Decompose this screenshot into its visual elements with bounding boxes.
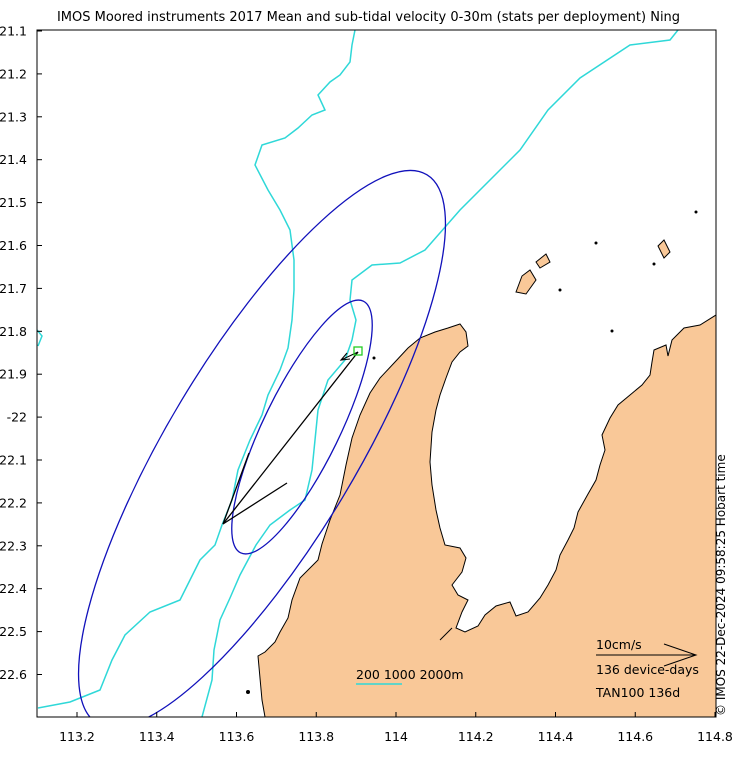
subtidal-velocity-arrow [339, 351, 359, 361]
y-tick-label: 22.1 [0, 453, 27, 468]
y-tick-label: 22.3 [0, 538, 27, 553]
device-days-label: 136 device-days [596, 662, 699, 677]
station-label: TAN100 136d [595, 685, 680, 700]
isobath-2000m [37, 329, 43, 347]
islet [246, 690, 250, 694]
variance-ellipse-outer [77, 169, 447, 717]
scale-arrow [596, 643, 698, 667]
y-tick-label: 21.2 [0, 66, 27, 81]
y-tick-label: 22.4 [0, 581, 27, 596]
islet [610, 329, 614, 333]
coast-line [439, 627, 453, 641]
mean-velocity-arrow [222, 351, 359, 525]
x-tick-label: 114.8 [697, 729, 733, 744]
x-tick-label: 114.4 [538, 729, 574, 744]
islet [694, 210, 698, 214]
x-tick-label: 113.4 [139, 729, 175, 744]
y-tick-label: 21.4 [0, 152, 27, 167]
x-tick-label: 113.6 [219, 729, 255, 744]
y-tick-label: 21.9 [0, 367, 27, 382]
islet [372, 356, 376, 360]
isobath-1000m [37, 30, 356, 709]
x-tick-label: 113.2 [59, 729, 95, 744]
y-tick-label: 21.6 [0, 238, 27, 253]
land-island-3 [657, 239, 671, 259]
isobath-legend-label: 200 1000 2000m [356, 667, 464, 682]
x-tick-label: 114.6 [617, 729, 653, 744]
isobath-200m [201, 30, 679, 717]
islet [558, 288, 562, 292]
y-tick-label: 21.3 [0, 109, 27, 124]
credit-timestamp: © IMOS 22-Dec-2024 09:58:25 Hobart time [714, 454, 728, 716]
x-tick-label: 114.2 [458, 729, 494, 744]
y-tick-label: 21.7 [0, 281, 27, 296]
y-tick-label: 22.2 [0, 495, 27, 510]
x-tick-label: 114 [384, 729, 408, 744]
mooring-station-marker[interactable] [353, 346, 363, 356]
plot-frame [36, 29, 717, 718]
y-tick-label: 22.5 [0, 624, 27, 639]
y-tick-label: -22 [7, 410, 27, 425]
y-tick-label: 21.8 [0, 324, 27, 339]
islet [652, 262, 656, 266]
scale-label: 10cm/s [596, 637, 642, 652]
y-tick-label: 21.5 [0, 195, 27, 210]
land-mainland [257, 314, 716, 717]
y-axis: 21.1 21.2 21.3 21.4 21.5 21.6 21.7 21.8 21.9 -22 2… [0, 24, 42, 682]
x-tick-label: 113.8 [298, 729, 334, 744]
y-tick-label: 21.1 [0, 24, 27, 39]
land-island-2 [535, 253, 551, 269]
map-title: IMOS Moored instruments 2017 Mean and su… [56, 10, 681, 25]
y-tick-label: 22.6 [0, 667, 27, 682]
land-island-1 [515, 269, 537, 295]
variance-ellipse-inner [231, 299, 373, 555]
islet [594, 241, 598, 245]
x-axis: 113.2 113.4 113.6 113.8 114 114.2 114.4 114.6 11… [59, 712, 733, 744]
